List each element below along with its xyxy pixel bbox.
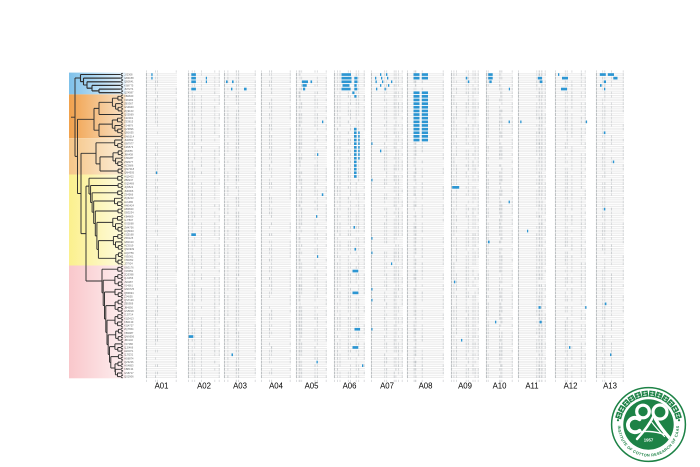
svg-text:HM5424: HM5424	[124, 203, 134, 207]
svg-text:A01: A01	[155, 382, 169, 391]
svg-text:HS4853: HS4853	[124, 364, 134, 368]
svg-text:A13: A13	[603, 382, 617, 391]
svg-text:GB7977: GB7977	[124, 142, 134, 146]
svg-text:A04: A04	[269, 382, 284, 391]
svg-text:KJ4879: KJ4879	[124, 123, 133, 127]
svg-text:XJ7286: XJ7286	[124, 342, 133, 346]
svg-text:GJ7837: GJ7837	[124, 218, 134, 222]
svg-text:QM4505: QM4505	[124, 171, 135, 175]
svg-text:QS7129: QS7129	[124, 298, 134, 302]
svg-text:A02: A02	[197, 382, 211, 391]
svg-text:QB1655: QB1655	[124, 131, 134, 135]
svg-text:GS0268: GS0268	[124, 222, 134, 226]
svg-text:GB1610: GB1610	[124, 240, 134, 244]
svg-text:JQ9522: JQ9522	[124, 185, 134, 189]
svg-text:HS6874: HS6874	[124, 356, 134, 360]
svg-text:GB3176: GB3176	[124, 265, 134, 269]
svg-text:QM0939: QM0939	[124, 247, 135, 251]
svg-text:HQ8040: HQ8040	[124, 229, 134, 233]
svg-text:A05: A05	[305, 382, 320, 391]
svg-text:GM5214: GM5214	[124, 134, 135, 138]
svg-text:HJ1480: HJ1480	[124, 200, 133, 204]
svg-text:A07: A07	[380, 382, 394, 391]
svg-text:QS2906: QS2906	[124, 375, 134, 379]
svg-text:QZ3236: QZ3236	[124, 360, 134, 364]
svg-text:JB6438: JB6438	[124, 153, 133, 157]
svg-text:KB4809: KB4809	[124, 214, 134, 218]
svg-text:GS5818: GS5818	[124, 309, 134, 313]
svg-text:XS5052: XS5052	[124, 258, 134, 262]
svg-text:ZM4756: ZM4756	[124, 225, 134, 229]
svg-text:JS9287: JS9287	[124, 280, 133, 284]
svg-text:ZS8377: ZS8377	[124, 160, 134, 164]
svg-text:XB4840: XB4840	[124, 94, 134, 98]
svg-text:HZ3686: HZ3686	[124, 163, 134, 167]
svg-text:KB4139: KB4139	[124, 320, 134, 324]
svg-text:QB9994: QB9994	[124, 291, 134, 295]
svg-text:JJ2308: JJ2308	[124, 72, 133, 76]
svg-text:KZ2001: KZ2001	[124, 116, 134, 120]
svg-text:QZ3896: QZ3896	[124, 127, 134, 131]
svg-text:KB8134: KB8134	[124, 367, 134, 371]
svg-text:JZ3055: JZ3055	[124, 149, 133, 153]
svg-text:QJ2466: QJ2466	[124, 345, 134, 349]
svg-text:HQ3756: HQ3756	[124, 251, 134, 255]
svg-text:ZB8247: ZB8247	[124, 178, 134, 182]
svg-text:HB0840: HB0840	[124, 207, 134, 211]
svg-text:KQ5168: KQ5168	[124, 233, 134, 237]
svg-text:QB0541: QB0541	[124, 80, 134, 84]
svg-text:QM9556: QM9556	[124, 335, 135, 339]
svg-text:QJ1356: QJ1356	[124, 276, 134, 280]
svg-text:XJ4561: XJ4561	[124, 284, 133, 288]
svg-text:JB4556: JB4556	[124, 305, 133, 309]
svg-text:ZS3615: ZS3615	[124, 120, 134, 124]
svg-text:ZQ5398: ZQ5398	[124, 273, 134, 277]
svg-text:HZ3019: HZ3019	[124, 244, 134, 248]
svg-text:ZQ7654: ZQ7654	[124, 327, 134, 331]
svg-text:KQ3413: KQ3413	[124, 316, 134, 320]
svg-text:XS5361: XS5361	[124, 254, 134, 258]
svg-text:A06: A06	[343, 382, 357, 391]
svg-text:A12: A12	[564, 382, 578, 391]
svg-text:QS5569: QS5569	[124, 112, 134, 116]
svg-text:ZJ4555: ZJ4555	[124, 294, 133, 298]
svg-text:KQ4727: KQ4727	[124, 324, 134, 328]
svg-text:GJ2714: GJ2714	[124, 313, 134, 317]
svg-text:GQ5469: GQ5469	[124, 182, 134, 186]
svg-text:XZ0284: XZ0284	[124, 98, 134, 102]
svg-text:QJ3231: QJ3231	[124, 353, 134, 357]
svg-text:ZS4566: ZS4566	[124, 193, 134, 197]
svg-text:JB0146: JB0146	[124, 338, 133, 342]
svg-text:A11: A11	[525, 382, 538, 391]
svg-text:KS8775: KS8775	[124, 83, 134, 87]
svg-text:GM9725: GM9725	[124, 287, 135, 291]
svg-text:HQ5422: HQ5422	[124, 174, 134, 178]
svg-text:JM0966: JM0966	[124, 189, 134, 193]
svg-text:GB3234: GB3234	[124, 211, 134, 215]
svg-text:A03: A03	[233, 382, 247, 391]
svg-text:KS5287: KS5287	[124, 156, 134, 160]
svg-text:HZ2071: HZ2071	[124, 349, 134, 353]
svg-text:GB9158: GB9158	[124, 76, 134, 80]
svg-text:A09: A09	[458, 382, 472, 391]
svg-text:JM2652: JM2652	[124, 138, 134, 142]
svg-text:A10: A10	[493, 382, 508, 391]
svg-text:QZ4587: QZ4587	[124, 91, 134, 95]
svg-text:JM7274: JM7274	[124, 87, 134, 91]
svg-text:XJ6559: XJ6559	[124, 269, 133, 273]
svg-text:A08: A08	[419, 382, 433, 391]
svg-text:GS9940: GS9940	[124, 105, 134, 109]
svg-text:ZB3367: ZB3367	[124, 102, 134, 106]
svg-text:ZB5959: ZB5959	[124, 302, 134, 306]
svg-text:XB3987: XB3987	[124, 331, 134, 335]
svg-text:ZQ9163: ZQ9163	[124, 109, 134, 113]
svg-text:JZ7924: JZ7924	[124, 262, 133, 266]
svg-text:QM7018: QM7018	[124, 167, 135, 171]
svg-text:KZ9573: KZ9573	[124, 145, 134, 149]
svg-text:1957: 1957	[644, 438, 654, 443]
svg-text:GS8717: GS8717	[124, 371, 134, 375]
svg-text:ZS5125: ZS5125	[124, 236, 134, 240]
svg-text:ZQ6223: ZQ6223	[124, 196, 134, 200]
